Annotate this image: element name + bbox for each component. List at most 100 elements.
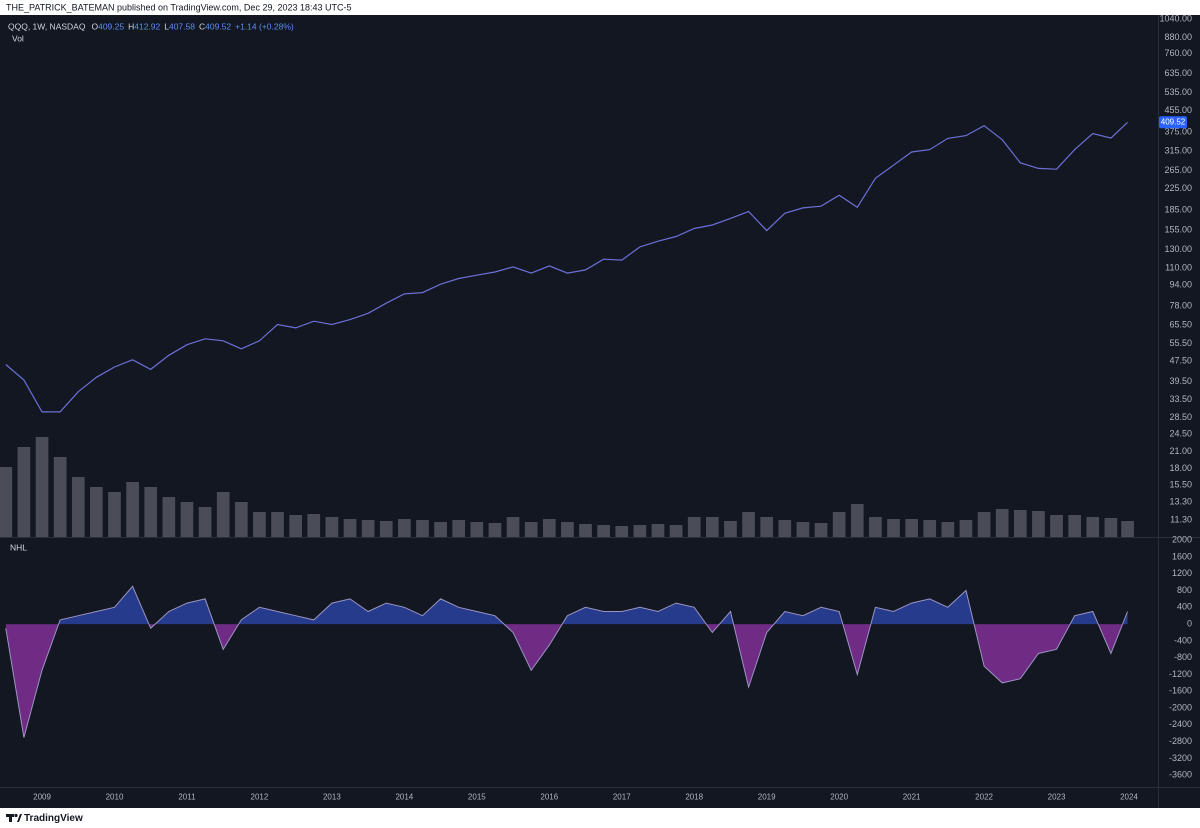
- y-tick-label: 13.30: [1169, 496, 1192, 506]
- volume-bar: [1032, 511, 1045, 537]
- footer-logo: [6, 813, 22, 822]
- x-tick-label: 2009: [33, 793, 51, 802]
- x-tick-label: 2017: [613, 793, 631, 802]
- volume-bar: [416, 520, 429, 537]
- y-tick-label: -1200: [1169, 669, 1192, 679]
- nhl-line: [5, 585, 1129, 738]
- volume-bar: [542, 519, 556, 537]
- volume-bar: [524, 522, 538, 537]
- ohlc-label: C: [199, 21, 205, 31]
- x-tick-label: 2015: [468, 793, 486, 802]
- volume-bar: [488, 523, 502, 537]
- y-tick-label: 0: [1187, 618, 1192, 628]
- volume-bar: [343, 519, 357, 537]
- ohlc-label: O: [91, 21, 98, 31]
- y-tick-label: 15.50: [1169, 479, 1192, 489]
- y-tick-label: 21.00: [1169, 446, 1192, 456]
- volume-bar: [1121, 521, 1134, 537]
- volume-bar: [361, 520, 375, 537]
- volume-bar: [832, 512, 846, 537]
- volume-bar: [470, 522, 484, 537]
- positive-area: [5, 586, 1128, 625]
- volume-bar: [506, 517, 520, 537]
- ohlc-value: 409.25: [98, 21, 124, 31]
- volume-bar: [90, 487, 103, 537]
- y-tick-label: 55.50: [1169, 338, 1192, 348]
- volume-bar: [742, 512, 755, 537]
- volume-bar: [814, 523, 828, 537]
- y-tick-label: 47.50: [1169, 355, 1192, 365]
- volume-bar: [234, 502, 248, 537]
- y-tick-label: 185.00: [1164, 205, 1192, 215]
- y-tick-label: -3600: [1169, 770, 1192, 780]
- volume-bar: [923, 520, 937, 537]
- volume-bar: [126, 482, 139, 537]
- volume-bar: [633, 525, 647, 537]
- y-tick-label: 1040.00: [1159, 13, 1192, 23]
- ohlc-label: H: [128, 21, 134, 31]
- footer-bar: [0, 808, 1200, 828]
- volume-bar: [615, 526, 629, 537]
- volume-bar: [325, 517, 339, 537]
- y-tick-label: 24.50: [1169, 429, 1192, 439]
- volume-bar: [1086, 517, 1100, 537]
- y-tick-label: 760.00: [1164, 48, 1192, 58]
- x-tick-label: 2024: [1120, 793, 1138, 802]
- volume-bar: [289, 515, 303, 537]
- y-tick-label: -800: [1174, 652, 1192, 662]
- volume-bar: [850, 504, 864, 537]
- volume-bar: [108, 492, 121, 537]
- volume-bar: [887, 519, 900, 537]
- volume-bar: [0, 467, 13, 537]
- y-tick-label: 2000: [1172, 534, 1192, 544]
- volume-bar: [198, 507, 212, 537]
- volume-bar: [1068, 515, 1082, 537]
- volume-bar: [271, 512, 284, 537]
- y-tick-label: 455.00: [1164, 105, 1192, 115]
- volume-bar: [869, 517, 882, 537]
- y-tick-label: 800: [1177, 585, 1192, 595]
- volume-bar: [760, 517, 774, 537]
- y-tick-label: 1200: [1172, 568, 1192, 578]
- pane-title: NHL: [10, 542, 27, 552]
- ohlc-value: 409.52: [205, 21, 231, 31]
- last-price-box: [1159, 116, 1187, 129]
- volume-bar: [1013, 510, 1027, 537]
- volume-bar: [180, 502, 194, 537]
- header-text: THE_PATRICK_BATEMAN published on Trading…: [6, 2, 352, 12]
- y-tick-label: -400: [1174, 635, 1192, 645]
- volume-bar: [669, 525, 683, 537]
- y-tick-label: 535.00: [1164, 87, 1192, 97]
- y-tick-label: 110.00: [1165, 262, 1192, 272]
- volume-bar: [17, 447, 31, 537]
- x-tick-label: 2018: [685, 793, 703, 802]
- chart-background: [0, 15, 1200, 808]
- y-tick-label: 33.50: [1169, 394, 1192, 404]
- y-tick-label: 1600: [1172, 551, 1192, 561]
- volume-bar: [724, 521, 737, 537]
- volume-bar: [941, 522, 955, 537]
- volume-bar: [579, 524, 592, 537]
- volume-bar: [651, 524, 665, 537]
- y-tick-label: 400: [1177, 602, 1192, 612]
- y-tick-label: 375.00: [1164, 126, 1192, 136]
- y-tick-label: -2800: [1169, 736, 1192, 746]
- ohlc-value: 407.58: [169, 21, 195, 31]
- negative-area: [5, 624, 1123, 738]
- price-line: [5, 121, 1129, 413]
- volume-bar: [379, 521, 393, 537]
- x-tick-label: 2012: [251, 793, 269, 802]
- y-tick-label: 315.00: [1164, 146, 1192, 156]
- volume-bar: [307, 514, 321, 537]
- y-tick-label: 635.00: [1164, 68, 1192, 78]
- x-tick-label: 2010: [106, 793, 124, 802]
- volume-bar: [597, 525, 610, 537]
- x-tick-label: 2013: [323, 793, 341, 802]
- y-tick-label: 65.50: [1169, 320, 1192, 330]
- price-change: +1.14 (+0.28%): [235, 21, 294, 31]
- x-tick-label: 2020: [830, 793, 848, 802]
- x-tick-label: 2022: [975, 793, 993, 802]
- x-tick-label: 2021: [903, 793, 921, 802]
